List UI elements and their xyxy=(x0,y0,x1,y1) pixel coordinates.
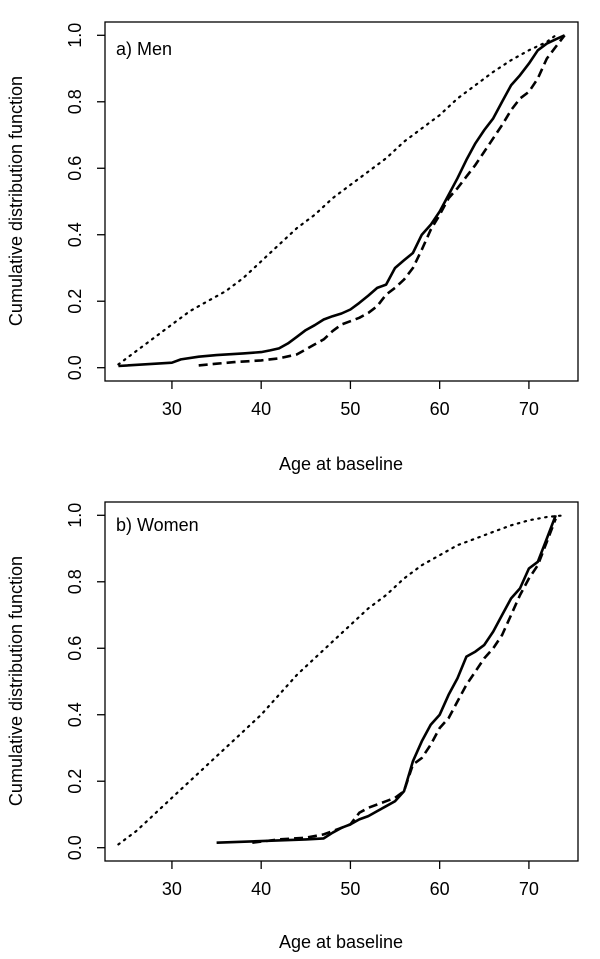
y-tick-label: 0.0 xyxy=(65,835,85,860)
y-tick-label: 0.8 xyxy=(65,569,85,594)
y-tick-label: 0.4 xyxy=(65,702,85,727)
y-tick-label: 0.2 xyxy=(65,289,85,314)
x-tick-label: 50 xyxy=(340,399,360,419)
series-line-solid xyxy=(118,34,566,368)
series-line-solid xyxy=(216,514,557,844)
y-tick-label: 0.2 xyxy=(65,769,85,794)
series-line-dotted xyxy=(117,514,566,846)
x-tick-label: 70 xyxy=(519,399,539,419)
y-tick-label: 1.0 xyxy=(65,503,85,528)
y-tick-label: 0.6 xyxy=(65,156,85,181)
plot-frame xyxy=(104,501,579,862)
y-tick-label: 0.4 xyxy=(65,222,85,247)
axis-ticks: 30 40 50 60 70 0.0 0.2 0.4 0.6 0.8 1.0 xyxy=(65,23,539,419)
series-line-dashed xyxy=(252,518,557,844)
panel-label: a) Men xyxy=(116,39,172,59)
x-tick-label: 60 xyxy=(430,399,450,419)
x-tick-label: 40 xyxy=(251,879,271,899)
panel-label: b) Women xyxy=(116,515,199,535)
panel-men: a) Men Age at baseline Cumulative distri… xyxy=(6,21,579,474)
y-axis-label: Cumulative distribution function xyxy=(6,76,26,326)
axis-ticks: 30 40 50 60 70 0.0 0.2 0.4 0.6 0.8 1.0 xyxy=(65,503,539,899)
x-tick-label: 30 xyxy=(162,399,182,419)
series-group xyxy=(117,514,566,846)
x-axis-label: Age at baseline xyxy=(279,454,403,474)
series-line-dashed xyxy=(198,34,566,367)
x-tick-label: 60 xyxy=(430,879,450,899)
x-tick-label: 40 xyxy=(251,399,271,419)
series-line-dotted xyxy=(117,34,557,366)
y-tick-label: 0.8 xyxy=(65,89,85,114)
x-tick-label: 70 xyxy=(519,879,539,899)
x-tick-label: 50 xyxy=(340,879,360,899)
series-group xyxy=(117,34,566,368)
plot-frame xyxy=(104,21,579,382)
y-tick-label: 1.0 xyxy=(65,23,85,48)
x-axis-label: Age at baseline xyxy=(279,932,403,952)
y-tick-label: 0.0 xyxy=(65,355,85,380)
y-axis-label: Cumulative distribution function xyxy=(6,556,26,806)
panel-women: b) Women Age at baseline Cumulative dist… xyxy=(6,501,579,952)
y-tick-label: 0.6 xyxy=(65,636,85,661)
x-tick-label: 30 xyxy=(162,879,182,899)
